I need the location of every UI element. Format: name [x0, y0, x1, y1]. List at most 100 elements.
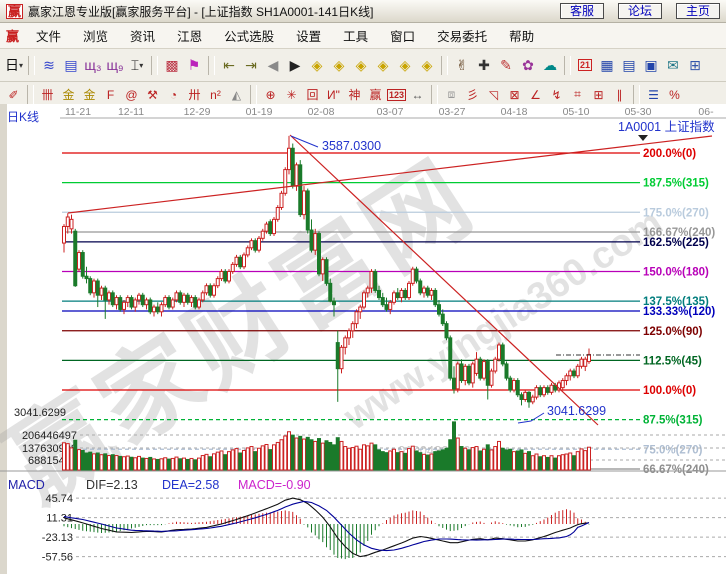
- crosshair-glyph: ✚: [478, 56, 490, 73]
- symbol-dropdown-icon: [638, 135, 648, 141]
- multi-window-icon[interactable]: ≋: [38, 54, 60, 76]
- ying-number-icon[interactable]: 赢: [365, 86, 386, 104]
- fibonacci-time-glyph: F: [106, 87, 115, 102]
- square-of-nine-icon[interactable]: 回: [302, 86, 323, 104]
- grid-coarse-icon[interactable]: ⊞: [588, 86, 609, 104]
- save-icon[interactable]: ▣: [640, 54, 662, 76]
- toolbar-separator: [431, 85, 438, 104]
- smart-analysis-icon[interactable]: ☁: [539, 54, 561, 76]
- draw-line-icon[interactable]: ✎: [495, 54, 517, 76]
- low-price-label-leader: [517, 412, 545, 424]
- angle-lines-icon[interactable]: ∠: [525, 86, 546, 104]
- print-icon[interactable]: ⊞: [684, 54, 706, 76]
- gann-level-label: 87.5%(315): [643, 415, 703, 427]
- candle-style-glyph: ⌶: [130, 56, 140, 73]
- gann-tools-icon[interactable]: ⚒: [142, 86, 163, 104]
- menu-item-7[interactable]: 窗口: [390, 30, 416, 44]
- gann-grid-box-icon[interactable]: ⊠: [504, 86, 525, 104]
- toolbar-separator: [27, 85, 34, 104]
- date-tick-label: 11-21: [65, 106, 91, 118]
- prev-page-icon[interactable]: ◀: [262, 54, 284, 76]
- toolbar-separator: [441, 55, 448, 75]
- dif-value-label: DIF=2.13: [86, 478, 138, 492]
- notepad-icon[interactable]: ▤: [618, 54, 640, 76]
- gann-fan-box-icon[interactable]: ◹: [483, 86, 504, 104]
- kline-period-icon[interactable]: 日 ▾: [3, 54, 25, 76]
- stats-list-icon[interactable]: ☰: [643, 86, 664, 104]
- menu-item-8[interactable]: 交易委托: [437, 30, 488, 44]
- market-overview-icon[interactable]: ▩: [161, 54, 183, 76]
- crosshair-icon[interactable]: ✚: [473, 54, 495, 76]
- menu-item-1[interactable]: 浏览: [83, 30, 109, 44]
- time-clock-icon[interactable]: ◔: [163, 86, 184, 104]
- menu-item-0[interactable]: 文件: [36, 30, 62, 44]
- shen-number-icon[interactable]: 神: [344, 86, 365, 104]
- ribbon-tool-icon[interactable]: ✿: [517, 54, 539, 76]
- menu-item-5[interactable]: 设置: [296, 30, 322, 44]
- zigzag-wave-icon[interactable]: ↯: [546, 86, 567, 104]
- angle-lines-glyph: ∠: [530, 87, 541, 102]
- spiral-calendar-icon[interactable]: @: [121, 86, 142, 104]
- i-quote-icon[interactable]: И": [323, 86, 344, 104]
- calculator-icon[interactable]: ▦: [596, 54, 618, 76]
- gann-wheel-icon[interactable]: ✳: [281, 86, 302, 104]
- ruler-123-icon[interactable]: 123: [386, 86, 407, 104]
- menu-item-4[interactable]: 公式选股: [224, 30, 275, 44]
- scroll-right-icon[interactable]: ◈: [328, 54, 350, 76]
- menu-item-3[interactable]: 江恩: [177, 30, 203, 44]
- zoom-in-vertical-glyph: ◈: [421, 56, 433, 73]
- percent-line-icon[interactable]: %: [664, 86, 685, 104]
- time-ruler-icon[interactable]: 卅: [184, 86, 205, 104]
- first-page-icon[interactable]: ⇤: [218, 54, 240, 76]
- measure-width-icon[interactable]: ↔: [407, 86, 428, 104]
- mail-icon[interactable]: ✉: [662, 54, 684, 76]
- toolbar-separator: [208, 55, 215, 75]
- menu-item-2[interactable]: 资讯: [130, 30, 156, 44]
- parallel-lines-icon[interactable]: ∥: [609, 86, 630, 104]
- zoom-out-horizontal-icon[interactable]: ◈: [350, 54, 372, 76]
- time-cycle-icon[interactable]: 卌: [37, 86, 58, 104]
- zoom-in-horizontal-icon[interactable]: ◈: [372, 54, 394, 76]
- n-square-icon[interactable]: n²: [205, 86, 226, 104]
- calendar-icon[interactable]: 21: [574, 54, 596, 76]
- menu-item-6[interactable]: 工具: [343, 30, 369, 44]
- quote-board-icon[interactable]: ▤: [60, 54, 82, 76]
- gann-level-label: 133.33%(120): [643, 306, 715, 318]
- fibonacci-time-icon[interactable]: F: [100, 86, 121, 104]
- dif-line: [63, 497, 590, 558]
- n-square-glyph: n²: [210, 87, 221, 102]
- golden-cycle-b-icon[interactable]: 金: [79, 86, 100, 104]
- menu-item-9[interactable]: 帮助: [509, 30, 535, 44]
- homepage-button[interactable]: 主页: [675, 2, 720, 19]
- golden-cycle-a-icon[interactable]: 金: [58, 86, 79, 104]
- candle-style-icon[interactable]: ⌶ ▾: [126, 54, 148, 76]
- gann-level-label: 187.5%(315): [643, 178, 709, 190]
- date-tick-label: 05-30: [625, 106, 652, 118]
- scroll-left-icon[interactable]: ◈: [306, 54, 328, 76]
- last-page-glyph: ⇥: [245, 56, 257, 73]
- customer-service-button[interactable]: 客服: [559, 2, 604, 19]
- grid-dense-icon[interactable]: ⌗: [567, 86, 588, 104]
- minute-chart-9-icon[interactable]: щ₉: [104, 54, 126, 76]
- minute-chart-3-icon[interactable]: щ₃: [82, 54, 104, 76]
- zigzag-wave-glyph: ↯: [551, 87, 562, 102]
- zoom-in-vertical-icon[interactable]: ◈: [416, 54, 438, 76]
- gann-fan-icon[interactable]: 彡: [462, 86, 483, 104]
- flag-marker-icon[interactable]: ⚑: [183, 54, 205, 76]
- gann-circle-icon[interactable]: ⊕: [260, 86, 281, 104]
- scroll-left-glyph: ◈: [311, 56, 323, 73]
- angle-ruler-icon[interactable]: ◭: [226, 86, 247, 104]
- prev-page-glyph: ◀: [267, 56, 279, 73]
- drag-hand-icon[interactable]: ✌: [451, 54, 473, 76]
- macd-panel-label: MACD: [8, 478, 45, 492]
- toolbar-separator: [564, 55, 571, 75]
- toolbar-separator: [250, 85, 257, 104]
- zoom-out-vertical-icon[interactable]: ◈: [394, 54, 416, 76]
- select-region-icon[interactable]: ⧈: [441, 86, 462, 104]
- date-tick-label: 01-19: [246, 106, 273, 118]
- next-page-icon[interactable]: ▶: [284, 54, 306, 76]
- last-page-icon[interactable]: ⇥: [240, 54, 262, 76]
- forum-button[interactable]: 论坛: [617, 2, 662, 19]
- draw-pen-icon[interactable]: ✐: [3, 86, 24, 104]
